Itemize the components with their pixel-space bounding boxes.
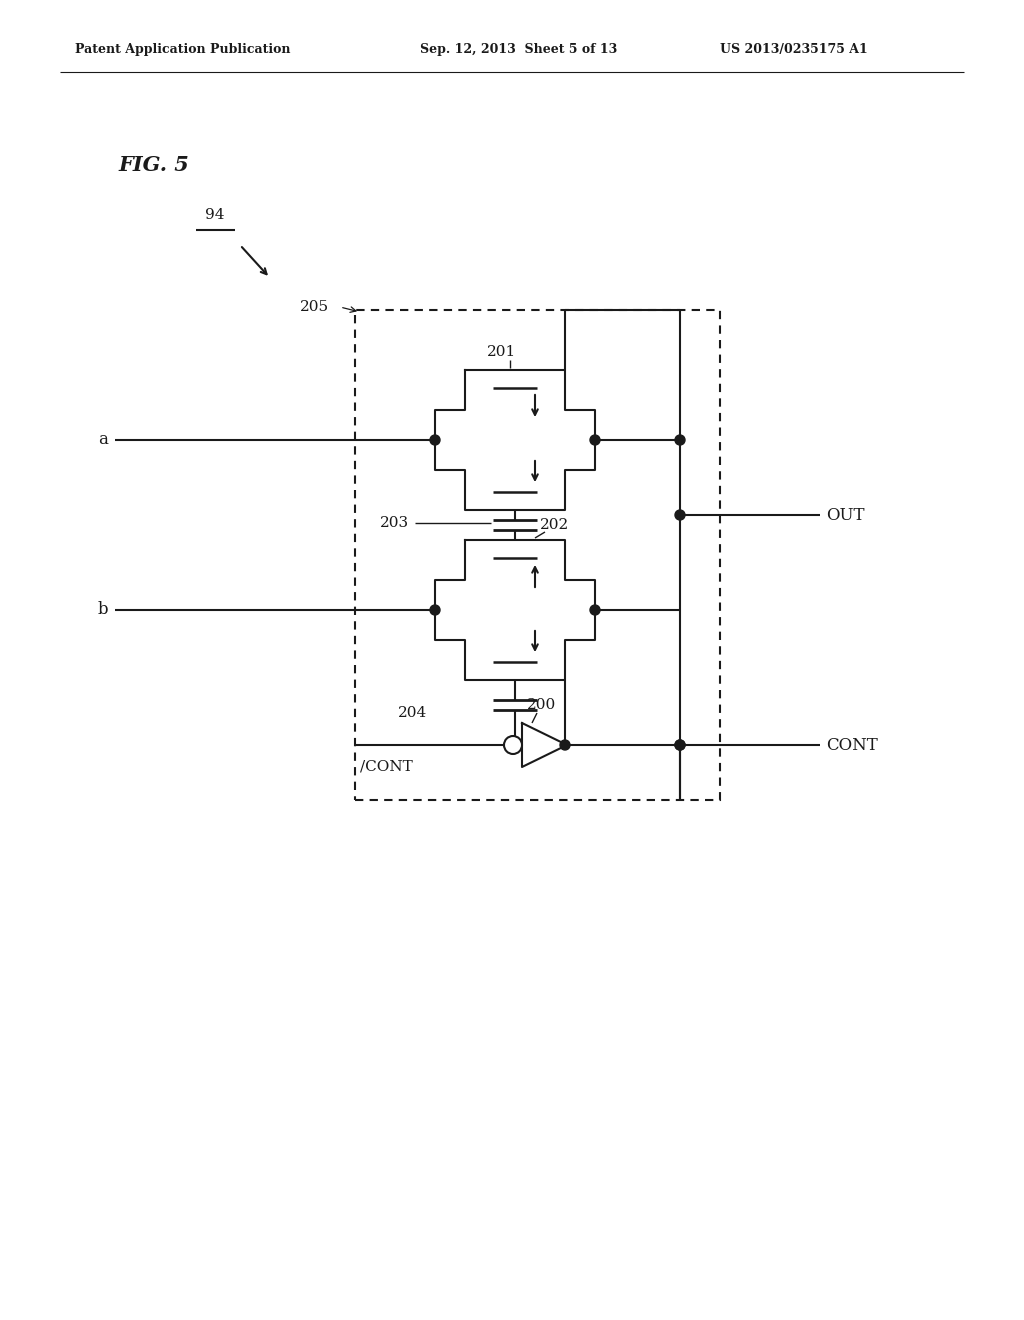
Text: Patent Application Publication: Patent Application Publication — [75, 44, 291, 57]
Text: 205: 205 — [300, 300, 329, 314]
Text: 94: 94 — [205, 209, 224, 222]
Text: Sep. 12, 2013  Sheet 5 of 13: Sep. 12, 2013 Sheet 5 of 13 — [420, 44, 617, 57]
Circle shape — [504, 737, 522, 754]
Text: FIG. 5: FIG. 5 — [118, 154, 188, 176]
Circle shape — [430, 436, 440, 445]
Text: US 2013/0235175 A1: US 2013/0235175 A1 — [720, 44, 867, 57]
Circle shape — [675, 510, 685, 520]
Text: CONT: CONT — [826, 737, 878, 754]
Text: b: b — [97, 602, 108, 619]
Text: 204: 204 — [398, 706, 427, 719]
Circle shape — [675, 741, 685, 750]
Text: 202: 202 — [540, 517, 569, 532]
Circle shape — [560, 741, 570, 750]
Text: OUT: OUT — [826, 507, 864, 524]
Text: 201: 201 — [487, 345, 516, 359]
Circle shape — [675, 741, 685, 750]
Bar — [355, 310, 720, 800]
Text: a: a — [98, 432, 108, 449]
Text: 200: 200 — [527, 698, 556, 711]
Text: 203: 203 — [380, 516, 410, 531]
Circle shape — [590, 436, 600, 445]
Circle shape — [590, 605, 600, 615]
Circle shape — [430, 605, 440, 615]
Text: /CONT: /CONT — [360, 760, 413, 774]
Circle shape — [675, 436, 685, 445]
